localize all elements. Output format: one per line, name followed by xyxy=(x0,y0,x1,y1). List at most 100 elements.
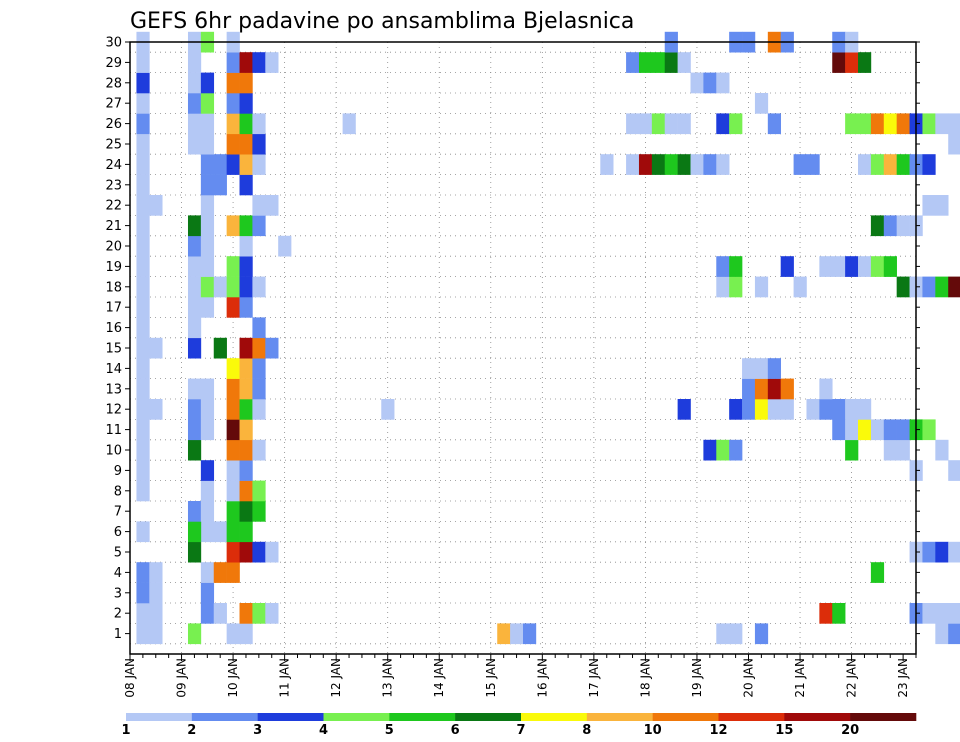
heatmap-cell xyxy=(187,439,202,461)
heatmap-cell xyxy=(832,603,846,624)
heatmap-cell xyxy=(136,256,150,277)
heatmap-cell xyxy=(200,419,215,441)
heatmap-cell xyxy=(729,256,743,277)
heatmap-cell xyxy=(239,113,253,135)
x-tick-label: 19 JAN xyxy=(690,658,704,698)
heatmap-cell xyxy=(948,133,960,155)
heatmap-cell xyxy=(239,623,253,645)
heatmap-cell xyxy=(149,399,163,420)
heatmap-cell xyxy=(845,419,859,441)
heatmap-cell xyxy=(265,195,279,216)
heatmap-cell xyxy=(638,154,653,175)
heatmap-cell xyxy=(239,235,253,257)
heatmap-cell xyxy=(832,52,846,73)
heatmap-cell xyxy=(716,113,730,135)
heatmap-cell xyxy=(832,399,846,420)
heatmap-cell xyxy=(136,317,150,339)
heatmap-cell xyxy=(651,52,666,73)
y-tick-label: 25 xyxy=(105,138,122,153)
heatmap-cell xyxy=(226,133,240,155)
y-tick-label: 16 xyxy=(105,321,122,336)
heatmap-cell xyxy=(187,337,202,359)
x-tick-label: 16 JAN xyxy=(535,658,549,698)
heatmap-cell xyxy=(883,113,897,135)
heatmap-cell xyxy=(716,623,730,645)
legend-tick-label: 5 xyxy=(385,723,394,738)
heatmap-cell xyxy=(239,399,253,420)
heatmap-cell xyxy=(200,582,215,604)
heatmap-cell xyxy=(226,256,240,277)
heatmap-cell xyxy=(948,276,960,298)
heatmap-cell xyxy=(226,623,240,645)
heatmap-cell xyxy=(136,562,150,583)
heatmap-cell xyxy=(226,276,240,298)
heatmap-cell xyxy=(767,358,782,379)
heatmap-cell xyxy=(922,154,936,175)
heatmap-cell xyxy=(935,541,949,563)
heatmap-cell xyxy=(780,256,794,277)
heatmap-cell xyxy=(922,276,936,298)
heatmap-cell xyxy=(187,215,202,237)
heatmap-cell xyxy=(845,256,859,277)
heatmap-cell xyxy=(265,541,279,563)
heatmap-cell xyxy=(239,215,253,237)
heatmap-cell xyxy=(226,93,240,114)
heatmap-cell xyxy=(870,113,885,135)
heatmap-cell xyxy=(858,399,872,420)
heatmap-cell xyxy=(845,399,859,420)
heatmap-cell xyxy=(819,399,833,420)
heatmap-cell xyxy=(832,419,846,441)
heatmap-cell xyxy=(213,154,227,175)
heatmap-cell xyxy=(200,256,215,277)
heatmap-cell xyxy=(136,582,150,604)
heatmap-cell xyxy=(187,113,202,135)
y-tick-label: 12 xyxy=(105,403,122,418)
heatmap-cell xyxy=(136,358,150,379)
heatmap-cell xyxy=(793,154,807,175)
heatmap-cell xyxy=(626,154,640,175)
y-tick-label: 24 xyxy=(105,158,122,173)
legend-swatch xyxy=(126,713,193,721)
heatmap-cell xyxy=(239,154,253,175)
heatmap-cell xyxy=(239,72,253,94)
heatmap-cell xyxy=(703,72,717,94)
heatmap-cell xyxy=(793,276,807,298)
heatmap-cell xyxy=(187,541,202,563)
heatmap-cell xyxy=(187,378,202,400)
heatmap-cell xyxy=(742,358,756,379)
heatmap-cell xyxy=(935,603,949,624)
heatmap-cell xyxy=(252,276,266,298)
heatmap-cell xyxy=(729,113,743,135)
heatmap-cell xyxy=(136,297,150,318)
heatmap-cell xyxy=(239,174,253,196)
heatmap-cell xyxy=(239,93,253,114)
heatmap-cell xyxy=(200,562,215,583)
x-tick-label: 22 JAN xyxy=(845,658,859,698)
heatmap-cell xyxy=(252,541,266,563)
x-axis-ticks: 08 JAN 09 JAN 10 JAN 11 JAN 12 JAN 13 JAN 14 J… xyxy=(123,654,917,698)
heatmap-cell xyxy=(703,439,717,461)
heatmap-cell xyxy=(213,174,227,196)
y-tick-label: 4 xyxy=(114,566,122,581)
heatmap-cell xyxy=(870,154,885,175)
heatmap-cell xyxy=(870,215,885,237)
y-tick-label: 7 xyxy=(114,505,122,520)
heatmap-cell xyxy=(136,521,150,543)
heatmap-cell xyxy=(767,399,782,420)
heatmap-cell xyxy=(922,603,936,624)
legend-tick-label: 2 xyxy=(187,723,196,738)
heatmap-cell xyxy=(252,337,266,359)
heatmap-cell xyxy=(497,623,511,645)
legend-tick-label: 15 xyxy=(775,723,793,738)
heatmap-cell xyxy=(754,358,769,379)
heatmap-cell xyxy=(819,378,833,400)
heatmap-cell xyxy=(858,52,872,73)
legend-swatch xyxy=(521,713,588,721)
color-legend: 1 2 3 4 5 6 7 8 10 12 15 20 xyxy=(121,713,917,738)
heatmap-cell xyxy=(226,154,240,175)
heatmap-cell xyxy=(677,113,691,135)
heatmap-cell xyxy=(136,480,150,502)
heatmap-cell xyxy=(136,113,150,135)
heatmap-cell xyxy=(187,256,202,277)
heatmap-cell xyxy=(922,419,936,441)
